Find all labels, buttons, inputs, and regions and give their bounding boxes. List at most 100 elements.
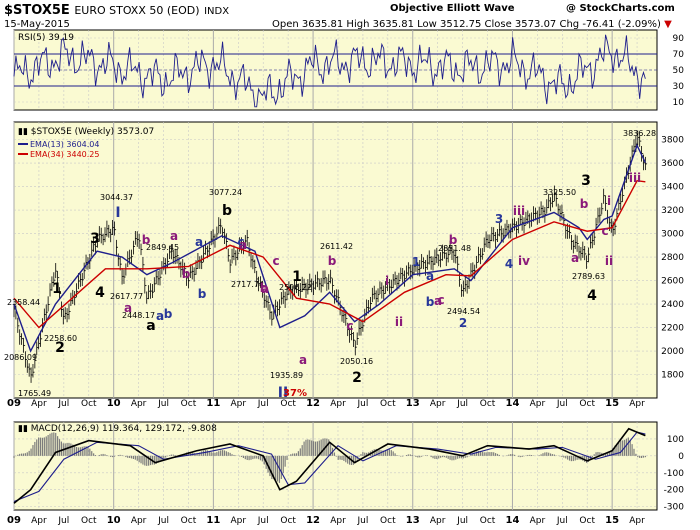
x-tick-label: Apr — [430, 399, 446, 409]
wave-label: iii — [629, 171, 641, 185]
wave-label: a — [426, 269, 434, 283]
x-tick-label: Jul — [257, 399, 269, 409]
macd-panel — [13, 421, 658, 511]
wave-label: a — [571, 251, 579, 265]
price-value-label: 2358.44 — [7, 298, 40, 307]
wave-label: b — [142, 233, 151, 247]
macd-tick-label: -100 — [664, 469, 685, 479]
x-tick-label: 09 — [7, 398, 21, 409]
macd-line — [13, 427, 646, 504]
wave-label: b — [449, 233, 458, 247]
wave-label: a — [156, 309, 164, 323]
x-tick-label: 13 — [406, 515, 420, 526]
wave-label: b — [580, 197, 589, 211]
wave-label: 4 — [587, 288, 597, 304]
price-tick-label: 2000 — [661, 347, 684, 357]
author-label: Objective Elliott Wave — [390, 3, 515, 14]
wave-label: i — [607, 194, 611, 208]
price-value-label: 2849.45 — [146, 243, 179, 252]
price-value-label: 2086.09 — [4, 353, 37, 362]
x-tick-label: Oct — [480, 516, 496, 526]
x-tick-label: Oct — [480, 399, 496, 409]
macd-tick-label: -300 — [664, 503, 685, 513]
wave-label: 4 — [95, 285, 105, 301]
wave-label: a — [170, 229, 178, 243]
price-value-label: 3836.28 — [623, 129, 656, 138]
wave-label: 1 — [292, 269, 302, 285]
x-tick-label: Oct — [81, 516, 97, 526]
x-tick-label: Oct — [181, 399, 197, 409]
x-tick-label: 12 — [306, 515, 320, 526]
x-tick-label: Jul — [356, 399, 368, 409]
wave-label: c — [601, 224, 608, 238]
price-panel — [13, 121, 658, 399]
wave-label: iii — [513, 204, 525, 218]
x-tick-label: 15 — [605, 398, 619, 409]
x-tick-label: 14 — [505, 398, 519, 409]
x-tick-label: 10 — [107, 515, 121, 526]
rsi-tick-label: 30 — [673, 82, 685, 92]
quote-label: Open 3635.81 High 3635.81 Low 3512.75 Cl… — [272, 19, 672, 30]
price-tick-label: 3000 — [661, 230, 684, 240]
wave-label: a — [195, 235, 203, 249]
price-value-label: 2448.17 — [122, 311, 155, 320]
wave-label: 1 — [52, 281, 62, 297]
x-tick-label: Oct — [280, 516, 296, 526]
price-value-label: 3077.24 — [209, 188, 242, 197]
x-tick-label: Apr — [231, 399, 247, 409]
price-value-label: 2611.42 — [320, 242, 353, 251]
wave-label: c — [437, 293, 444, 307]
price-value-label: 2851.48 — [438, 244, 471, 253]
x-tick-label: Oct — [380, 399, 396, 409]
date-label: 15-May-2015 — [4, 19, 70, 30]
rsi-tick-label: 10 — [673, 98, 685, 108]
wave-label: 2 — [352, 370, 362, 386]
x-tick-label: Apr — [131, 399, 147, 409]
ema34-line — [13, 179, 646, 329]
x-tick-label: 09 — [7, 515, 21, 526]
macd-tick-label: 100 — [667, 435, 684, 445]
wave-label: 37% — [283, 388, 307, 399]
price-tick-label: 3400 — [661, 183, 684, 193]
x-tick-label: Apr — [629, 516, 645, 526]
x-tick-label: Apr — [530, 399, 546, 409]
x-tick-label: Jul — [456, 399, 468, 409]
wave-label: a — [434, 294, 442, 308]
x-tick-label: 15 — [605, 515, 619, 526]
macd-tick-label: -200 — [664, 486, 685, 496]
price-tick-label: 2400 — [661, 300, 684, 310]
symbol-label: $STOX5E EURO STOXX 50 (EOD) INDX — [4, 3, 230, 18]
wave-label: c — [346, 319, 353, 333]
price-tick-label: 3200 — [661, 206, 684, 216]
wave-label: I — [115, 205, 120, 221]
x-tick-label: Apr — [31, 516, 47, 526]
price-value-label: 2494.54 — [447, 307, 480, 316]
price-tick-label: 2200 — [661, 324, 684, 334]
price-value-label: 1935.89 — [270, 371, 303, 380]
wave-label: 3 — [581, 173, 591, 189]
watermark-label: @ StockCharts.com — [566, 3, 675, 14]
wave-label: 2 — [459, 316, 467, 330]
wave-label: b — [222, 203, 232, 219]
price-value-label: 3325.50 — [543, 188, 576, 197]
wave-label: a — [124, 301, 132, 315]
x-tick-label: Apr — [231, 516, 247, 526]
x-tick-label: Jul — [456, 516, 468, 526]
x-tick-label: Jul — [57, 399, 69, 409]
wave-label: ii — [605, 254, 613, 268]
x-tick-label: 11 — [206, 515, 220, 526]
x-tick-label: 11 — [206, 398, 220, 409]
ema13-line — [13, 143, 646, 353]
wave-label: 1 — [412, 255, 420, 269]
wave-label: c — [237, 235, 244, 249]
price-tick-label: 3600 — [661, 159, 684, 169]
rsi-tick-label: 50 — [673, 66, 685, 76]
x-tick-label: Jul — [556, 399, 568, 409]
rsi-title: RSI(5) 39.19 — [18, 33, 74, 43]
x-tick-label: Apr — [330, 399, 346, 409]
x-tick-label: 13 — [406, 398, 420, 409]
x-tick-label: Apr — [530, 516, 546, 526]
price-value-label: 3044.37 — [100, 193, 133, 202]
x-tick-label: Apr — [629, 399, 645, 409]
